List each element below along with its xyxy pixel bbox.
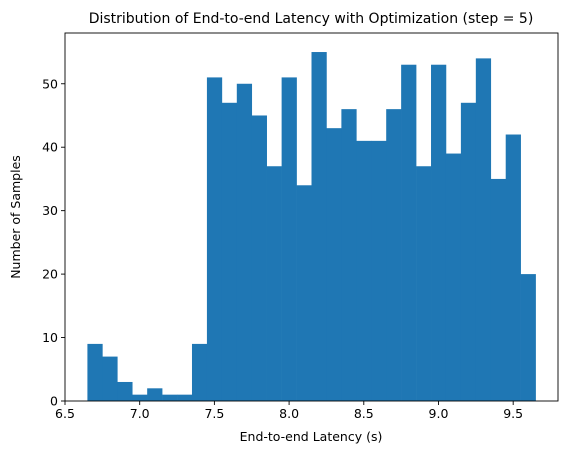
histogram-bar: [475, 58, 492, 401]
x-axis-label: End-to-end Latency (s): [240, 429, 383, 444]
histogram-bar: [162, 394, 178, 401]
chart-title: Distribution of End-to-end Latency with …: [89, 11, 534, 27]
histogram-bar: [177, 394, 193, 401]
y-tick-label: 30: [42, 203, 58, 218]
histogram-bar: [356, 140, 372, 402]
bars-group: [87, 52, 536, 402]
histogram-bar: [326, 128, 342, 402]
x-tick-label: 8.5: [354, 406, 374, 421]
histogram-bar: [266, 166, 282, 401]
histogram-bar: [416, 166, 432, 401]
y-tick-label: 0: [50, 394, 58, 409]
y-tick-label: 20: [42, 267, 58, 282]
histogram-bar: [296, 185, 312, 401]
histogram-bar: [191, 343, 208, 401]
histogram-bar: [401, 64, 417, 401]
histogram-bar: [102, 356, 118, 401]
histogram-bar: [117, 381, 133, 401]
x-tick-label: 8.0: [279, 406, 299, 421]
histogram-bar: [460, 102, 477, 401]
y-axis-ticks: 0 10 20 30 40 50: [42, 76, 65, 409]
y-tick-label: 10: [42, 330, 58, 345]
y-tick-label: 50: [42, 76, 58, 91]
histogram-bar: [341, 109, 357, 401]
histogram-bar: [87, 343, 103, 401]
x-tick-label: 6.5: [55, 406, 75, 421]
histogram-bar: [445, 153, 462, 401]
y-axis-label: Number of Samples: [8, 155, 23, 279]
plot-frame: [64, 32, 559, 402]
x-tick-label: 9.0: [429, 406, 449, 421]
histogram-bar: [206, 77, 223, 401]
histogram-bar: [311, 52, 327, 401]
histogram-bar: [236, 83, 253, 401]
histogram-bar: [147, 388, 163, 401]
x-tick-label: 7.0: [130, 406, 150, 421]
histogram-bar: [251, 115, 267, 401]
x-tick-label: 7.5: [204, 406, 224, 421]
histogram-bar: [371, 140, 387, 402]
histogram-bar: [132, 394, 148, 401]
y-tick-label: 40: [42, 140, 58, 155]
histogram-bar: [221, 102, 238, 401]
histogram-bar: [431, 64, 447, 401]
histogram-bar: [505, 134, 521, 401]
x-axis-ticks: 6.5 7.0 7.5 8.0 8.5 9.0 9.5: [55, 401, 523, 421]
histogram-bar: [281, 77, 297, 401]
histogram-bar: [520, 274, 536, 401]
x-tick-label: 9.5: [503, 406, 523, 421]
histogram-bar: [386, 109, 402, 401]
histogram-bar: [490, 178, 507, 401]
